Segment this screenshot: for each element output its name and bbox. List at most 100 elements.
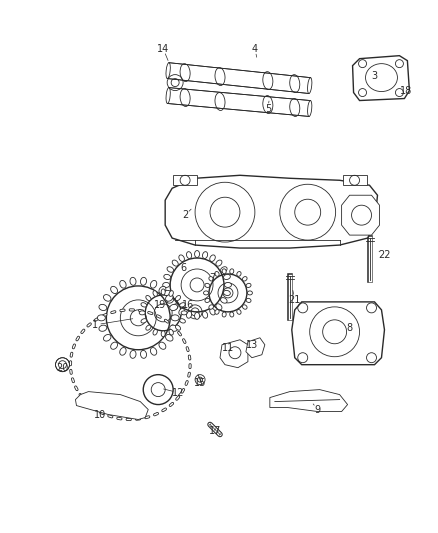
Ellipse shape: [205, 298, 210, 302]
Ellipse shape: [243, 277, 247, 281]
Ellipse shape: [210, 309, 215, 315]
Polygon shape: [342, 195, 379, 235]
Ellipse shape: [230, 312, 234, 317]
Ellipse shape: [243, 305, 247, 309]
Ellipse shape: [230, 269, 234, 274]
Ellipse shape: [153, 290, 157, 296]
Ellipse shape: [159, 342, 166, 349]
Ellipse shape: [209, 277, 213, 281]
Ellipse shape: [130, 350, 136, 358]
Ellipse shape: [120, 280, 126, 288]
Ellipse shape: [187, 311, 192, 318]
Text: 22: 22: [378, 250, 391, 260]
Text: 7: 7: [209, 273, 215, 283]
Ellipse shape: [223, 290, 230, 295]
Ellipse shape: [159, 286, 166, 294]
Ellipse shape: [180, 303, 185, 307]
Ellipse shape: [225, 282, 231, 287]
Text: 8: 8: [346, 323, 353, 333]
Ellipse shape: [150, 348, 157, 355]
Ellipse shape: [210, 255, 215, 262]
Ellipse shape: [99, 325, 107, 332]
Ellipse shape: [141, 319, 147, 323]
Ellipse shape: [166, 295, 173, 301]
Ellipse shape: [246, 298, 251, 302]
Ellipse shape: [215, 310, 219, 314]
Ellipse shape: [179, 309, 184, 315]
Ellipse shape: [237, 310, 241, 314]
Ellipse shape: [194, 251, 200, 257]
Ellipse shape: [111, 286, 117, 294]
Ellipse shape: [150, 280, 157, 288]
Text: 4: 4: [252, 44, 258, 54]
Ellipse shape: [169, 290, 173, 296]
Text: 9: 9: [314, 405, 321, 415]
Ellipse shape: [176, 325, 180, 330]
Ellipse shape: [180, 319, 185, 323]
Ellipse shape: [162, 282, 170, 287]
Ellipse shape: [202, 311, 208, 318]
Text: 11: 11: [222, 343, 234, 353]
Text: 17: 17: [209, 426, 221, 437]
Ellipse shape: [194, 312, 200, 319]
Text: 21: 21: [289, 295, 301, 305]
Ellipse shape: [221, 297, 227, 303]
Text: 13: 13: [246, 340, 258, 350]
Text: 18: 18: [400, 86, 413, 95]
Polygon shape: [270, 390, 348, 411]
Ellipse shape: [181, 311, 187, 315]
Ellipse shape: [141, 303, 147, 307]
Ellipse shape: [202, 252, 208, 259]
Polygon shape: [75, 392, 148, 419]
Ellipse shape: [103, 335, 111, 341]
Text: 16: 16: [182, 300, 194, 310]
Ellipse shape: [209, 305, 213, 309]
Polygon shape: [246, 338, 265, 358]
Ellipse shape: [141, 277, 147, 285]
Ellipse shape: [223, 274, 230, 279]
Polygon shape: [220, 340, 248, 368]
Ellipse shape: [176, 295, 180, 301]
Ellipse shape: [187, 252, 192, 259]
Ellipse shape: [103, 295, 111, 301]
Ellipse shape: [130, 277, 136, 285]
Ellipse shape: [216, 260, 222, 266]
Text: 12: 12: [172, 387, 184, 398]
Ellipse shape: [139, 311, 145, 315]
Text: 15: 15: [194, 378, 206, 387]
Text: 5: 5: [265, 103, 271, 114]
Ellipse shape: [170, 325, 177, 332]
Ellipse shape: [164, 274, 171, 279]
Text: 1: 1: [92, 320, 99, 330]
Text: 20: 20: [57, 362, 69, 373]
Text: 3: 3: [371, 70, 378, 80]
Text: 2: 2: [182, 210, 188, 220]
Ellipse shape: [146, 295, 151, 301]
Ellipse shape: [169, 329, 173, 335]
Text: 10: 10: [94, 409, 106, 419]
Ellipse shape: [215, 271, 219, 276]
Ellipse shape: [161, 289, 165, 295]
Ellipse shape: [153, 329, 157, 335]
Ellipse shape: [222, 269, 226, 274]
Ellipse shape: [146, 325, 151, 330]
Polygon shape: [353, 55, 410, 101]
Ellipse shape: [221, 266, 227, 272]
Polygon shape: [343, 175, 367, 185]
Polygon shape: [292, 302, 385, 365]
Ellipse shape: [167, 297, 173, 303]
Ellipse shape: [204, 291, 208, 295]
Polygon shape: [173, 175, 197, 185]
Ellipse shape: [205, 284, 210, 287]
Ellipse shape: [222, 312, 226, 317]
Ellipse shape: [179, 255, 184, 262]
Ellipse shape: [170, 304, 177, 311]
Ellipse shape: [141, 350, 147, 358]
Ellipse shape: [172, 304, 178, 310]
Text: 19: 19: [154, 300, 166, 310]
Text: 14: 14: [157, 44, 170, 54]
Text: 6: 6: [180, 263, 186, 273]
Ellipse shape: [247, 291, 252, 295]
Ellipse shape: [171, 315, 179, 321]
Ellipse shape: [172, 260, 178, 266]
